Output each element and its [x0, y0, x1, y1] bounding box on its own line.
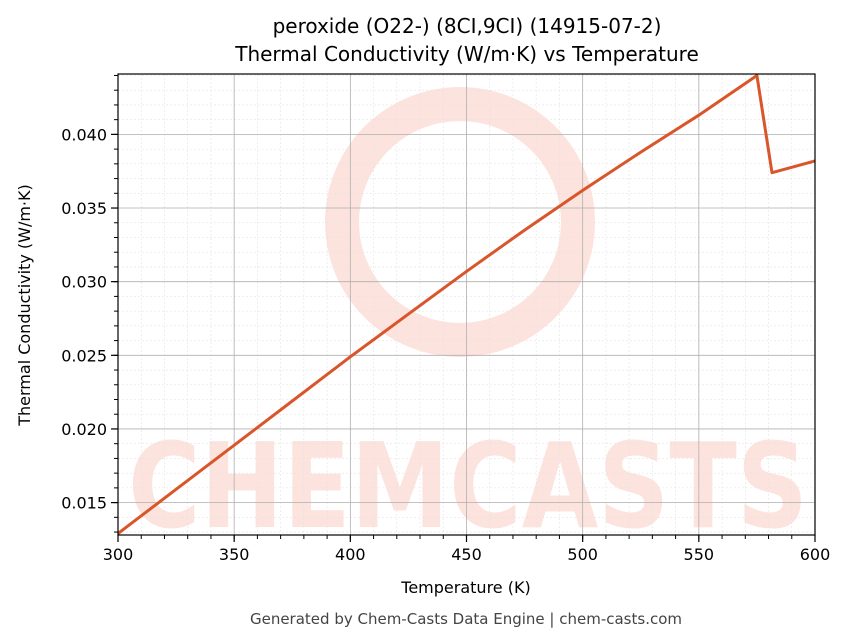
y-tick-label: 0.030: [61, 273, 107, 292]
y-tick-label: 0.015: [61, 494, 107, 513]
footer-credit: Generated by Chem-Casts Data Engine | ch…: [250, 610, 682, 628]
series-group: [118, 74, 815, 535]
y-tick-label: 0.020: [61, 420, 107, 439]
x-tick-label: 300: [103, 545, 134, 564]
x-tick-label: 550: [684, 545, 715, 564]
series-line: [118, 74, 815, 535]
y-tick-label: 0.040: [61, 125, 107, 144]
x-tick-label: 600: [800, 545, 831, 564]
y-tick-labels: 0.015 0.020 0.025 0.030 0.035 0.040: [61, 125, 107, 512]
x-tick-label: 350: [219, 545, 250, 564]
x-axis-label: Temperature (K): [400, 578, 530, 597]
chart-title: peroxide (O22-) (8CI,9CI) (14915-07-2): [273, 14, 662, 38]
x-tick-labels: 300 350 400 450 500 550 600: [103, 545, 831, 564]
x-tick-label: 500: [567, 545, 598, 564]
watermark-logo: [325, 87, 595, 357]
y-tick-label: 0.025: [61, 346, 107, 365]
chart-subtitle: Thermal Conductivity (W/m·K) vs Temperat…: [234, 42, 699, 66]
y-axis-label: Thermal Conductivity (W/m·K): [15, 184, 34, 427]
x-tick-label: 400: [335, 545, 366, 564]
watermark-text: CHEMCASTS: [128, 417, 808, 555]
y-tick-label: 0.035: [61, 199, 107, 218]
axis-ticks: [111, 74, 816, 542]
major-grid: [117, 74, 816, 535]
x-tick-label: 450: [451, 545, 482, 564]
watermark: CHEMCASTS: [128, 87, 808, 555]
